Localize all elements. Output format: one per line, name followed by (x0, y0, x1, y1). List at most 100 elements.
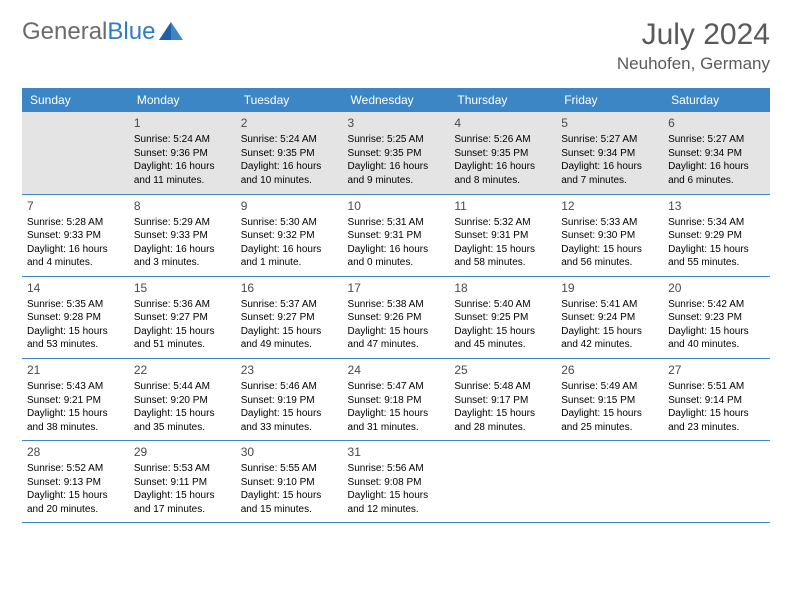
sunrise-text: Sunrise: 5:34 AM (668, 216, 765, 230)
daylight-text: Daylight: 16 hours (348, 160, 445, 174)
calendar-day-cell: 9Sunrise: 5:30 AMSunset: 9:32 PMDaylight… (236, 194, 343, 276)
daylight-text: Daylight: 15 hours (668, 407, 765, 421)
sunrise-text: Sunrise: 5:46 AM (241, 380, 338, 394)
sunrise-text: Sunrise: 5:24 AM (134, 133, 231, 147)
daylight-text: Daylight: 15 hours (348, 325, 445, 339)
weekday-header: Monday (129, 88, 236, 112)
daylight-text: Daylight: 15 hours (27, 407, 124, 421)
daylight-text: Daylight: 15 hours (668, 243, 765, 257)
day-number: 26 (561, 362, 658, 378)
calendar-day-cell: 3Sunrise: 5:25 AMSunset: 9:35 PMDaylight… (343, 112, 450, 194)
calendar-day-cell: 2Sunrise: 5:24 AMSunset: 9:35 PMDaylight… (236, 112, 343, 194)
sunset-text: Sunset: 9:25 PM (454, 311, 551, 325)
daylight-text: Daylight: 16 hours (134, 160, 231, 174)
sunrise-text: Sunrise: 5:44 AM (134, 380, 231, 394)
daylight-text: and 47 minutes. (348, 338, 445, 352)
calendar-week-row: 14Sunrise: 5:35 AMSunset: 9:28 PMDayligh… (22, 276, 770, 358)
sunset-text: Sunset: 9:35 PM (454, 147, 551, 161)
location: Neuhofen, Germany (617, 54, 770, 74)
daylight-text: Daylight: 15 hours (561, 243, 658, 257)
daylight-text: and 6 minutes. (668, 174, 765, 188)
daylight-text: Daylight: 16 hours (134, 243, 231, 257)
daylight-text: Daylight: 16 hours (454, 160, 551, 174)
sunrise-text: Sunrise: 5:47 AM (348, 380, 445, 394)
calendar-day-cell: 11Sunrise: 5:32 AMSunset: 9:31 PMDayligh… (449, 194, 556, 276)
logo: GeneralBlue (22, 18, 185, 46)
weekday-header: Tuesday (236, 88, 343, 112)
day-number: 16 (241, 280, 338, 296)
sunrise-text: Sunrise: 5:55 AM (241, 462, 338, 476)
daylight-text: Daylight: 15 hours (134, 489, 231, 503)
calendar-day-cell: 12Sunrise: 5:33 AMSunset: 9:30 PMDayligh… (556, 194, 663, 276)
sunrise-text: Sunrise: 5:31 AM (348, 216, 445, 230)
calendar-day-cell: 31Sunrise: 5:56 AMSunset: 9:08 PMDayligh… (343, 441, 450, 523)
day-number: 4 (454, 115, 551, 131)
daylight-text: and 12 minutes. (348, 503, 445, 517)
title-block: July 2024 Neuhofen, Germany (617, 18, 770, 74)
sunset-text: Sunset: 9:27 PM (241, 311, 338, 325)
sunset-text: Sunset: 9:35 PM (241, 147, 338, 161)
daylight-text: and 7 minutes. (561, 174, 658, 188)
day-number: 25 (454, 362, 551, 378)
day-number: 12 (561, 198, 658, 214)
sunrise-text: Sunrise: 5:37 AM (241, 298, 338, 312)
sunrise-text: Sunrise: 5:48 AM (454, 380, 551, 394)
day-number: 20 (668, 280, 765, 296)
sunrise-text: Sunrise: 5:56 AM (348, 462, 445, 476)
calendar-day-cell: 6Sunrise: 5:27 AMSunset: 9:34 PMDaylight… (663, 112, 770, 194)
calendar-day-cell: 7Sunrise: 5:28 AMSunset: 9:33 PMDaylight… (22, 194, 129, 276)
sunset-text: Sunset: 9:32 PM (241, 229, 338, 243)
daylight-text: Daylight: 16 hours (27, 243, 124, 257)
logo-part1: General (22, 18, 107, 45)
day-number: 14 (27, 280, 124, 296)
sunrise-text: Sunrise: 5:51 AM (668, 380, 765, 394)
header: GeneralBlue July 2024 Neuhofen, Germany (22, 18, 770, 74)
daylight-text: and 33 minutes. (241, 421, 338, 435)
sunset-text: Sunset: 9:34 PM (561, 147, 658, 161)
calendar-header-row: SundayMondayTuesdayWednesdayThursdayFrid… (22, 88, 770, 112)
day-number: 21 (27, 362, 124, 378)
calendar-day-cell: 5Sunrise: 5:27 AMSunset: 9:34 PMDaylight… (556, 112, 663, 194)
daylight-text: and 17 minutes. (134, 503, 231, 517)
sunset-text: Sunset: 9:26 PM (348, 311, 445, 325)
calendar-day-cell: 24Sunrise: 5:47 AMSunset: 9:18 PMDayligh… (343, 358, 450, 440)
daylight-text: Daylight: 15 hours (27, 325, 124, 339)
calendar-week-row: 28Sunrise: 5:52 AMSunset: 9:13 PMDayligh… (22, 441, 770, 523)
weekday-header: Wednesday (343, 88, 450, 112)
calendar-day-cell: 14Sunrise: 5:35 AMSunset: 9:28 PMDayligh… (22, 276, 129, 358)
daylight-text: and 56 minutes. (561, 256, 658, 270)
daylight-text: Daylight: 15 hours (134, 407, 231, 421)
daylight-text: Daylight: 15 hours (241, 489, 338, 503)
sunset-text: Sunset: 9:31 PM (348, 229, 445, 243)
daylight-text: Daylight: 16 hours (241, 160, 338, 174)
sunset-text: Sunset: 9:29 PM (668, 229, 765, 243)
sunset-text: Sunset: 9:24 PM (561, 311, 658, 325)
daylight-text: and 0 minutes. (348, 256, 445, 270)
sunset-text: Sunset: 9:17 PM (454, 394, 551, 408)
calendar-week-row: 21Sunrise: 5:43 AMSunset: 9:21 PMDayligh… (22, 358, 770, 440)
daylight-text: and 55 minutes. (668, 256, 765, 270)
calendar-day-cell: 18Sunrise: 5:40 AMSunset: 9:25 PMDayligh… (449, 276, 556, 358)
calendar-day-cell (556, 441, 663, 523)
day-number: 6 (668, 115, 765, 131)
weekday-header: Thursday (449, 88, 556, 112)
day-number: 2 (241, 115, 338, 131)
daylight-text: and 20 minutes. (27, 503, 124, 517)
daylight-text: Daylight: 15 hours (454, 243, 551, 257)
daylight-text: and 42 minutes. (561, 338, 658, 352)
sunset-text: Sunset: 9:33 PM (27, 229, 124, 243)
sunrise-text: Sunrise: 5:27 AM (561, 133, 658, 147)
day-number: 1 (134, 115, 231, 131)
day-number: 22 (134, 362, 231, 378)
calendar-day-cell (22, 112, 129, 194)
daylight-text: Daylight: 15 hours (348, 489, 445, 503)
sunrise-text: Sunrise: 5:53 AM (134, 462, 231, 476)
daylight-text: Daylight: 16 hours (668, 160, 765, 174)
sunset-text: Sunset: 9:10 PM (241, 476, 338, 490)
sunrise-text: Sunrise: 5:52 AM (27, 462, 124, 476)
daylight-text: and 28 minutes. (454, 421, 551, 435)
sunset-text: Sunset: 9:19 PM (241, 394, 338, 408)
daylight-text: Daylight: 16 hours (241, 243, 338, 257)
sunrise-text: Sunrise: 5:29 AM (134, 216, 231, 230)
calendar-day-cell: 15Sunrise: 5:36 AMSunset: 9:27 PMDayligh… (129, 276, 236, 358)
